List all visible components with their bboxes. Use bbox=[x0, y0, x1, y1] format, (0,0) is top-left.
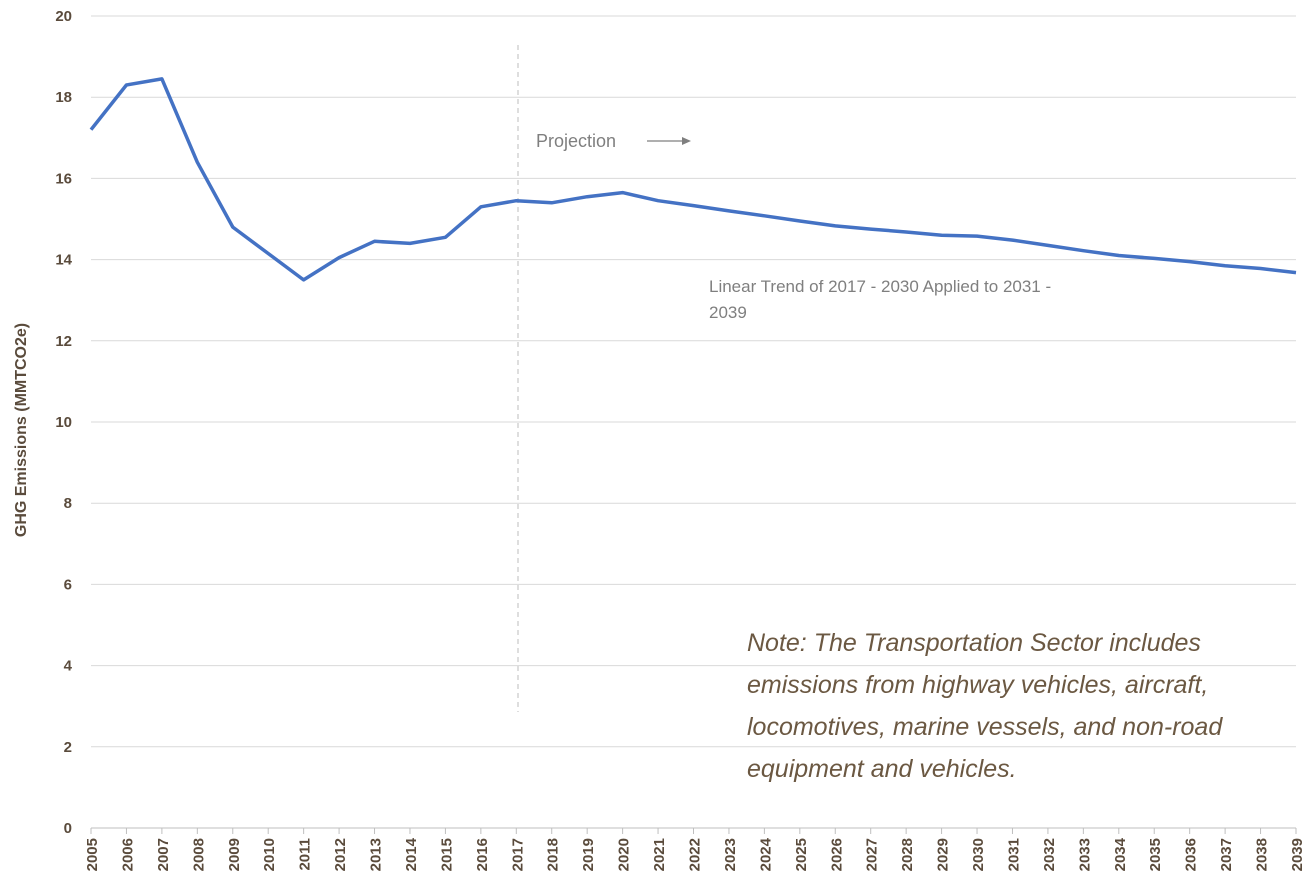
x-tick-label: 2034 bbox=[1112, 837, 1129, 871]
x-tick-label: 2006 bbox=[119, 838, 136, 871]
y-tick-label: 14 bbox=[55, 252, 72, 269]
x-tick-label: 2019 bbox=[580, 838, 597, 871]
x-tick-label: 2028 bbox=[899, 838, 916, 871]
x-tick-label: 2033 bbox=[1076, 838, 1093, 871]
x-tick-label: 2017 bbox=[509, 838, 526, 871]
x-tick-label: 2016 bbox=[474, 838, 491, 871]
y-axis-label: GHG Emissions (MMTCO2e) bbox=[13, 323, 30, 537]
x-tick-label: 2005 bbox=[84, 838, 101, 871]
x-tick-label: 2025 bbox=[793, 838, 810, 871]
x-tick-label: 2024 bbox=[757, 837, 774, 871]
x-tick-label: 2007 bbox=[155, 838, 172, 871]
y-tick-label: 4 bbox=[64, 658, 73, 675]
x-tick-label: 2038 bbox=[1254, 838, 1271, 871]
x-tick-label: 2026 bbox=[828, 838, 845, 871]
x-tick-label: 2015 bbox=[438, 838, 455, 871]
x-tick-label: 2031 bbox=[1005, 838, 1022, 871]
y-tick-label: 16 bbox=[55, 170, 72, 187]
x-tick-label: 2012 bbox=[332, 838, 349, 871]
x-tick-label: 2030 bbox=[970, 838, 987, 871]
y-tick-label: 8 bbox=[64, 495, 72, 512]
x-tick-label: 2036 bbox=[1183, 838, 1200, 871]
x-tick-label: 2021 bbox=[651, 838, 668, 871]
x-tick-label: 2010 bbox=[261, 838, 278, 871]
y-tick-label: 0 bbox=[64, 820, 72, 837]
series-line bbox=[89, 77, 1297, 282]
y-tick-label: 20 bbox=[55, 8, 72, 25]
x-tick-label: 2011 bbox=[297, 838, 314, 871]
trend-note: Linear Trend of 2017 - 2030 Applied to 2… bbox=[709, 277, 1052, 322]
x-tick-label: 2008 bbox=[190, 838, 207, 871]
y-tick-label: 10 bbox=[55, 414, 72, 431]
x-tick-label: 2013 bbox=[368, 838, 385, 871]
y-tick-label: 12 bbox=[55, 333, 72, 350]
y-tick-label: 6 bbox=[64, 576, 72, 593]
y-tick-label: 2 bbox=[64, 739, 72, 756]
x-tick-label: 2027 bbox=[864, 838, 881, 871]
y-tick-label: 18 bbox=[55, 89, 72, 106]
projection-arrowhead bbox=[682, 137, 691, 145]
x-tick-label: 2032 bbox=[1041, 838, 1058, 871]
x-tick-label: 2037 bbox=[1218, 838, 1235, 871]
x-tick-label: 2018 bbox=[545, 838, 562, 871]
x-tick-label: 2022 bbox=[687, 838, 704, 871]
x-tick-label: 2023 bbox=[722, 838, 739, 871]
x-tick-label: 2009 bbox=[226, 838, 243, 871]
x-tick-label: 2020 bbox=[616, 838, 633, 871]
x-tick-label: 2039 bbox=[1289, 838, 1306, 871]
x-tick-label: 2014 bbox=[403, 837, 420, 871]
x-tick-label: 2035 bbox=[1147, 838, 1164, 871]
sector-note: Note: The Transportation Sector includes… bbox=[747, 629, 1223, 783]
projection-label: Projection bbox=[536, 131, 617, 151]
x-tick-label: 2029 bbox=[935, 838, 952, 871]
